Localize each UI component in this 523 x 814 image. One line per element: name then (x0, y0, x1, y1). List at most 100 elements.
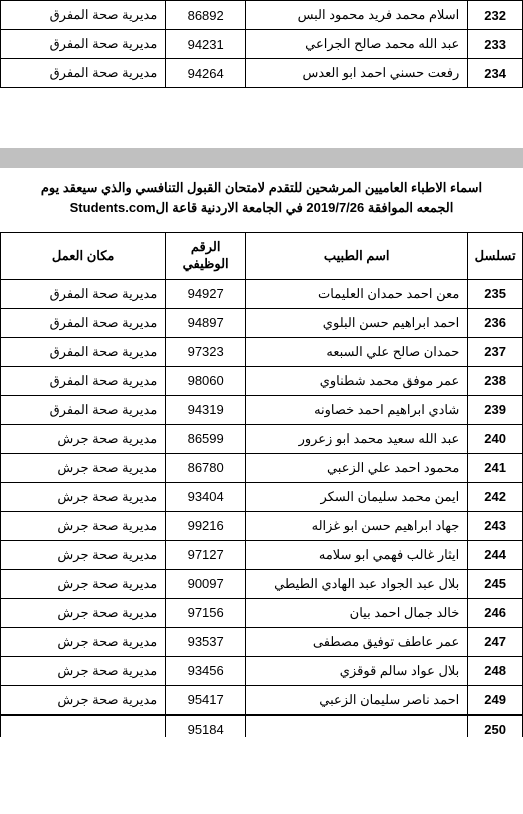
cell-seq: 246 (468, 598, 523, 627)
cell-name: عبد الله سعيد محمد ابو زعرور (246, 424, 468, 453)
cell-seq: 236 (468, 308, 523, 337)
cell-id: 97127 (166, 540, 246, 569)
cell-seq: 245 (468, 569, 523, 598)
table-header-row: تسلسل اسم الطبيب الرقم الوظيفي مكان العم… (1, 233, 523, 280)
table-row: 244ايثار غالب فهمي ابو سلامه97127مديرية … (1, 540, 523, 569)
cell-loc: مديرية صحة المفرق (1, 308, 166, 337)
cell-id: 94897 (166, 308, 246, 337)
header-name: اسم الطبيب (246, 233, 468, 280)
cell-loc: مديرية صحة جرش (1, 540, 166, 569)
cell-name: احمد ابراهيم حسن البلوي (246, 308, 468, 337)
cell-loc: مديرية صحة جرش (1, 511, 166, 540)
cell-id: 99216 (166, 511, 246, 540)
cell-id: 97156 (166, 598, 246, 627)
cutoff-row-container: 250 95184 (0, 715, 523, 737)
cell-id: 93404 (166, 482, 246, 511)
table-row: 237حمدان صالح علي السبعه97323مديرية صحة … (1, 337, 523, 366)
cell-loc: مديرية صحة جرش (1, 424, 166, 453)
cell-seq: 233 (468, 30, 523, 59)
header-id-line2: الوظيفي (170, 256, 241, 273)
cell-id: 94231 (166, 30, 246, 59)
cell-name: حمدان صالح علي السبعه (246, 337, 468, 366)
cell-id: 98060 (166, 366, 246, 395)
table-row: 242ايمن محمد سليمان السكر93404مديرية صحة… (1, 482, 523, 511)
heading-line-2: الجمعه الموافقة 2019/7/26 في الجامعة الا… (20, 198, 503, 218)
cell-id: 86780 (166, 453, 246, 482)
cell-seq: 235 (468, 279, 523, 308)
cell-loc: مديرية صحة جرش (1, 656, 166, 685)
cell-id: 86599 (166, 424, 246, 453)
table-row: 236احمد ابراهيم حسن البلوي94897مديرية صح… (1, 308, 523, 337)
cell-id: 94927 (166, 279, 246, 308)
cell-loc: مديرية صحة المفرق (1, 1, 166, 30)
header-loc: مكان العمل (1, 233, 166, 280)
cell-id: 97323 (166, 337, 246, 366)
cutoff-id: 95184 (166, 715, 246, 737)
cell-loc: مديرية صحة المفرق (1, 337, 166, 366)
cell-name: شادي ابراهيم احمد خصاونه (246, 395, 468, 424)
cutoff-loc (1, 715, 166, 737)
cell-loc: مديرية صحة المفرق (1, 59, 166, 88)
table-row: 240عبد الله سعيد محمد ابو زعرور86599مدير… (1, 424, 523, 453)
header-seq: تسلسل (468, 233, 523, 280)
table-row: 241محمود احمد علي الزعبي86780مديرية صحة … (1, 453, 523, 482)
table-row: 239شادي ابراهيم احمد خصاونه94319مديرية ص… (1, 395, 523, 424)
cell-loc: مديرية صحة جرش (1, 598, 166, 627)
header-id-line1: الرقم (170, 239, 241, 256)
cell-seq: 248 (468, 656, 523, 685)
cell-name: عبد الله محمد صالح الجراعي (246, 30, 468, 59)
cell-id: 90097 (166, 569, 246, 598)
cell-name: بلال عبد الجواد عبد الهادي الطيطي (246, 569, 468, 598)
cell-seq: 244 (468, 540, 523, 569)
cell-loc: مديرية صحة المفرق (1, 366, 166, 395)
page-heading: اسماء الاطباء العاميين المرشحين للتقدم ل… (0, 168, 523, 232)
cell-name: ايثار غالب فهمي ابو سلامه (246, 540, 468, 569)
cell-name: محمود احمد علي الزعبي (246, 453, 468, 482)
cell-name: معن احمد حمدان العليمات (246, 279, 468, 308)
cell-name: احمد ناصر سليمان الزعبي (246, 685, 468, 714)
cell-name: عمر موفق محمد شطناوي (246, 366, 468, 395)
cutoff-seq: 250 (468, 715, 523, 737)
cell-seq: 239 (468, 395, 523, 424)
cell-id: 93537 (166, 627, 246, 656)
cell-loc: مديرية صحة جرش (1, 569, 166, 598)
cell-seq: 240 (468, 424, 523, 453)
cell-seq: 249 (468, 685, 523, 714)
table-row: 246خالد جمال احمد بيان97156مديرية صحة جر… (1, 598, 523, 627)
heading-line-1: اسماء الاطباء العاميين المرشحين للتقدم ل… (20, 178, 503, 198)
cell-name: جهاد ابراهيم حسن ابو غزاله (246, 511, 468, 540)
table-row: 245بلال عبد الجواد عبد الهادي الطيطي9009… (1, 569, 523, 598)
cell-name: اسلام محمد فريد محمود البس (246, 1, 468, 30)
cell-id: 94319 (166, 395, 246, 424)
table-row: 232اسلام محمد فريد محمود البس86892مديرية… (1, 1, 523, 30)
cell-name: خالد جمال احمد بيان (246, 598, 468, 627)
cell-id: 95417 (166, 685, 246, 714)
section-gap (0, 88, 523, 148)
cell-seq: 241 (468, 453, 523, 482)
cell-name: ايمن محمد سليمان السكر (246, 482, 468, 511)
cell-id: 94264 (166, 59, 246, 88)
cell-name: رفعت حسني احمد ابو العدس (246, 59, 468, 88)
cutoff-table: 250 95184 (0, 715, 523, 737)
cell-seq: 243 (468, 511, 523, 540)
table-row: 235معن احمد حمدان العليمات94927مديرية صح… (1, 279, 523, 308)
table-row: 247عمر عاطف توفيق مصطفى93537مديرية صحة ج… (1, 627, 523, 656)
main-table: تسلسل اسم الطبيب الرقم الوظيفي مكان العم… (0, 232, 523, 715)
top-table-container: 232اسلام محمد فريد محمود البس86892مديرية… (0, 0, 523, 88)
cell-id: 93456 (166, 656, 246, 685)
cell-loc: مديرية صحة المفرق (1, 395, 166, 424)
cell-seq: 232 (468, 1, 523, 30)
cell-seq: 247 (468, 627, 523, 656)
table-row: 238عمر موفق محمد شطناوي98060مديرية صحة ا… (1, 366, 523, 395)
cell-seq: 237 (468, 337, 523, 366)
table-row: 234رفعت حسني احمد ابو العدس94264مديرية ص… (1, 59, 523, 88)
cell-loc: مديرية صحة جرش (1, 685, 166, 714)
cell-loc: مديرية صحة جرش (1, 482, 166, 511)
table-row: 250 95184 (1, 715, 523, 737)
table-row: 243جهاد ابراهيم حسن ابو غزاله99216مديرية… (1, 511, 523, 540)
top-table: 232اسلام محمد فريد محمود البس86892مديرية… (0, 0, 523, 88)
cell-loc: مديرية صحة جرش (1, 453, 166, 482)
table-row: 233عبد الله محمد صالح الجراعي94231مديرية… (1, 30, 523, 59)
header-id: الرقم الوظيفي (166, 233, 246, 280)
cell-loc: مديرية صحة المفرق (1, 279, 166, 308)
